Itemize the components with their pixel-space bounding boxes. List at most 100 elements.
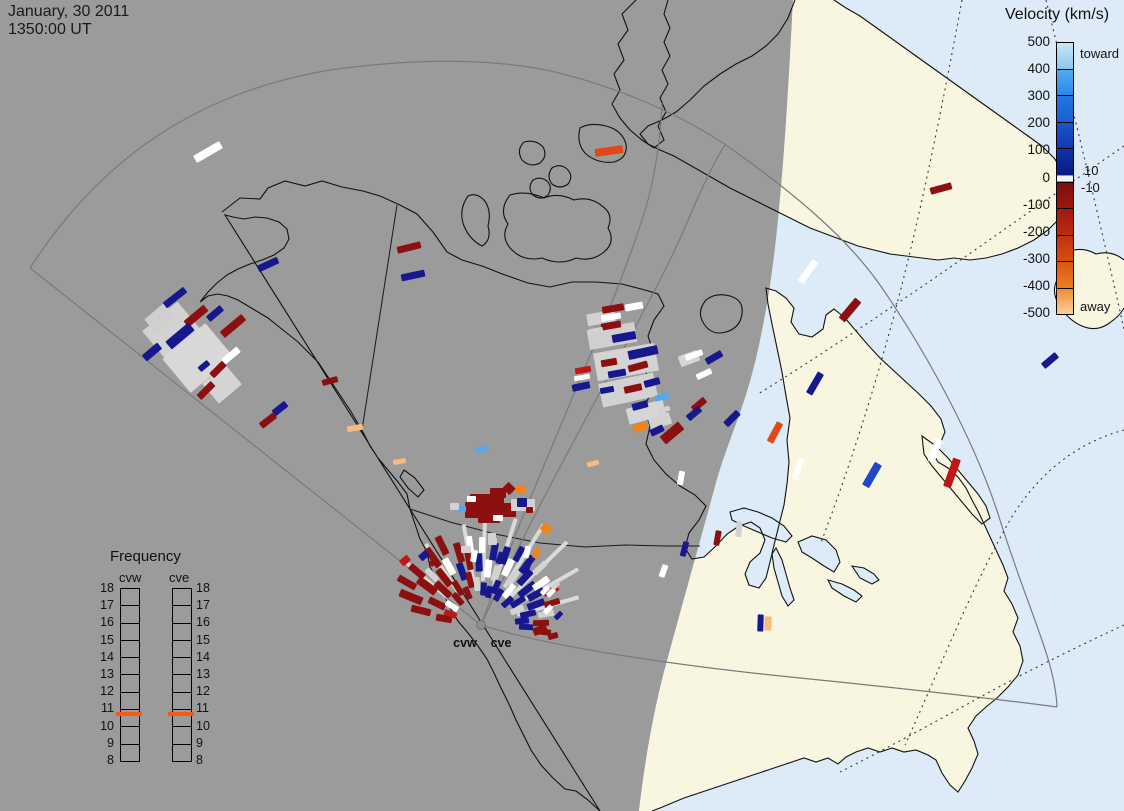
map-label-cvw: cvw [453, 636, 477, 650]
frequency-cell [121, 622, 139, 640]
frequency-bar-cve [172, 588, 192, 762]
velocity-tick-label: 100 [1027, 142, 1050, 158]
backscatter-patch [525, 507, 533, 513]
frequency-cell [121, 674, 139, 691]
frequency-cell [121, 639, 139, 657]
upper-threshold-label: 10 [1084, 163, 1099, 178]
frequency-cell [173, 743, 191, 761]
date-text: January, 30 2011 [8, 3, 130, 20]
frequency-cell [121, 605, 139, 622]
velocity-color-cell [1057, 234, 1073, 261]
frequency-cell [173, 605, 191, 622]
frequency-tick-label: 8 [196, 753, 203, 767]
frequency-tick-label: 9 [107, 735, 114, 750]
velocity-tick-label: -200 [1022, 223, 1050, 239]
velocity-tick-label: 400 [1027, 61, 1050, 77]
fan-velocity-vector [487, 537, 497, 545]
time-text: 1350:00 UT [8, 21, 92, 38]
frequency-tick-label: 11 [196, 701, 209, 716]
frequency-tick-label: 11 [101, 701, 114, 716]
frequency-tick-label: 8 [107, 753, 114, 767]
velocity-color-cell [1057, 208, 1073, 235]
frequency-cell [121, 709, 139, 726]
velocity-vector [764, 615, 772, 631]
frequency-cell [173, 709, 191, 726]
velocity-tick-label: -400 [1022, 277, 1050, 293]
frequency-tick-label: 16 [100, 615, 114, 630]
backscatter-patch [517, 497, 527, 507]
radar-site-dot [476, 620, 486, 630]
frequency-cell [121, 589, 139, 605]
frequency-tick-label: 10 [100, 718, 114, 733]
frequency-tick-label: 15 [196, 632, 210, 647]
velocity-tick-label: 200 [1027, 115, 1050, 131]
lower-threshold-label: -10 [1081, 180, 1100, 195]
fan-velocity-vector [461, 545, 471, 553]
frequency-cve-label: cve [169, 570, 190, 585]
velocity-color-cell [1057, 68, 1073, 95]
zero-velocity-band [1057, 174, 1073, 182]
frequency-tick-label: 12 [100, 684, 114, 699]
backscatter-patch [466, 496, 476, 502]
frequency-tick-label: 16 [196, 615, 210, 630]
map-label-cve: cve [490, 636, 512, 650]
velocity-color-cell [1057, 261, 1073, 288]
backscatter-patch [449, 502, 459, 510]
frequency-tick-label: 13 [196, 667, 210, 681]
frequency-bar-cvw [120, 588, 140, 762]
backscatter-patch [456, 506, 466, 512]
frequency-tick-label: 12 [196, 684, 210, 699]
velocity-tick-label: 0 [1042, 169, 1050, 185]
frequency-tick-label: 10 [196, 718, 210, 733]
frequency-cell [173, 589, 191, 605]
frequency-cell [121, 726, 139, 743]
frequency-tick-label: 15 [100, 632, 114, 647]
velocity-color-cell [1057, 43, 1073, 69]
backscatter-patch [488, 532, 496, 540]
frequency-marker [116, 712, 142, 717]
fan-velocity-vector [479, 536, 486, 554]
frequency-tick-label: 17 [196, 598, 210, 613]
velocity-colorbar [1056, 42, 1074, 315]
velocity-tick-label: -300 [1022, 250, 1050, 266]
frequency-cell [121, 691, 139, 709]
frequency-marker [168, 712, 194, 717]
backscatter-patch [490, 488, 506, 498]
frequency-cell [121, 657, 139, 674]
away-label: away [1080, 299, 1111, 314]
velocity-tick-label: 300 [1027, 88, 1050, 104]
frequency-tick-label: 13 [100, 667, 114, 681]
coastline-strokes [199, 0, 1124, 811]
velocity-color-cell [1057, 181, 1073, 208]
frequency-cell [173, 674, 191, 691]
frequency-legend-title: Frequency [110, 548, 181, 565]
frequency-cell [121, 743, 139, 761]
frequency-cell [173, 691, 191, 709]
frequency-tick-label: 18 [100, 581, 114, 595]
backscatter-patch [516, 484, 526, 494]
frequency-tick-label: 17 [100, 598, 114, 613]
backscatter-patch [478, 513, 500, 523]
frequency-cell [173, 622, 191, 640]
frequency-tick-label: 9 [196, 735, 203, 750]
frequency-tick-label: 14 [100, 649, 114, 664]
velocity-tick-label: -500 [1022, 305, 1050, 320]
velocity-vector [756, 614, 764, 632]
toward-label: toward [1080, 46, 1120, 61]
velocity-tick-label: 500 [1027, 34, 1050, 49]
frequency-cell [173, 657, 191, 674]
frequency-tick-label: 14 [196, 649, 210, 664]
velocity-color-cell [1057, 148, 1073, 175]
velocity-tick-label: -100 [1022, 196, 1050, 212]
velocity-color-cell [1057, 121, 1073, 148]
frequency-tick-label: 18 [196, 581, 210, 595]
velocity-legend-title: Velocity (km/s) [1005, 6, 1110, 23]
velocity-color-cell [1057, 287, 1073, 314]
velocity-color-cell [1057, 95, 1073, 122]
timestamp: January, 30 2011 1350:00 UT [8, 3, 129, 39]
fan-velocity-vector [518, 623, 534, 631]
backscatter-patch [493, 515, 503, 521]
frequency-cvw-label: cvw [119, 570, 142, 585]
